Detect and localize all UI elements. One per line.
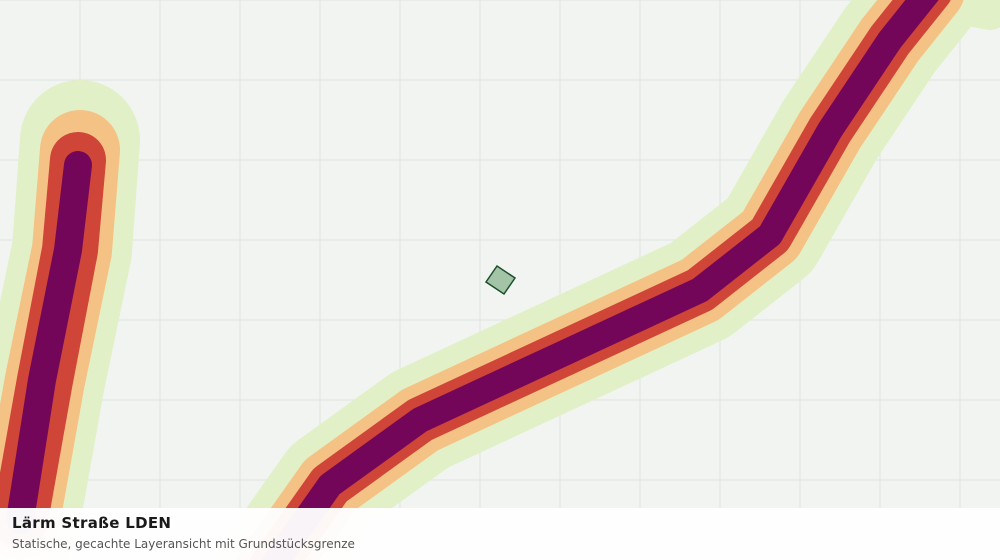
map-subtitle: Statische, gecachte Layeransicht mit Gru… <box>12 537 355 551</box>
caption: Lärm Straße LDEN Statische, gecachte Lay… <box>0 508 1000 560</box>
parcel-boundary[interactable] <box>484 264 517 296</box>
map-title: Lärm Straße LDEN <box>12 514 172 532</box>
